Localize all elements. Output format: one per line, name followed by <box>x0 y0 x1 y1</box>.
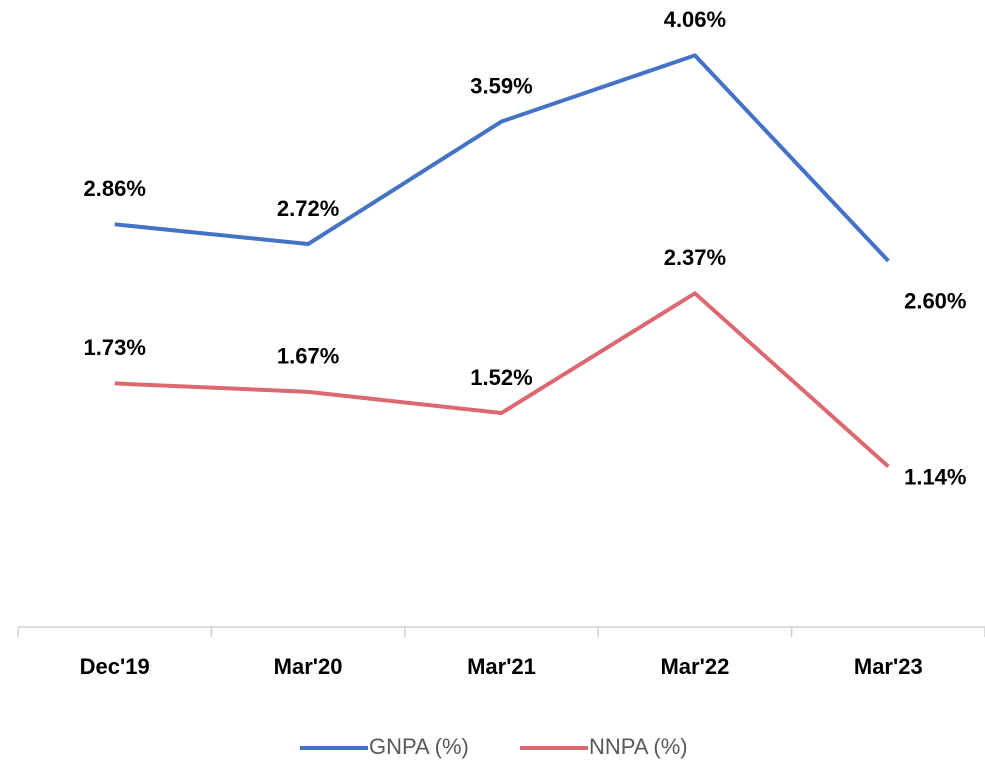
series-line <box>114 291 890 468</box>
data-label: 1.67% <box>277 344 339 369</box>
data-label: 2.37% <box>664 245 726 270</box>
x-tick-label: Mar'23 <box>854 654 923 679</box>
data-label: 2.86% <box>84 176 146 201</box>
data-label: 2.60% <box>904 289 966 314</box>
x-tick-label: Dec'19 <box>80 654 150 679</box>
x-tick-label: Mar'21 <box>467 654 536 679</box>
x-tick-label: Mar'20 <box>274 654 343 679</box>
legend-label: NNPA (%) <box>589 734 688 759</box>
legend-label: GNPA (%) <box>369 734 469 759</box>
data-label: 1.73% <box>84 335 146 360</box>
series-line <box>114 53 890 263</box>
data-label: 1.14% <box>904 464 966 489</box>
data-label: 2.72% <box>277 196 339 221</box>
data-label: 4.06% <box>664 7 726 32</box>
data-label: 3.59% <box>470 73 532 98</box>
x-tick-label: Mar'22 <box>660 654 729 679</box>
data-label: 1.52% <box>470 365 532 390</box>
